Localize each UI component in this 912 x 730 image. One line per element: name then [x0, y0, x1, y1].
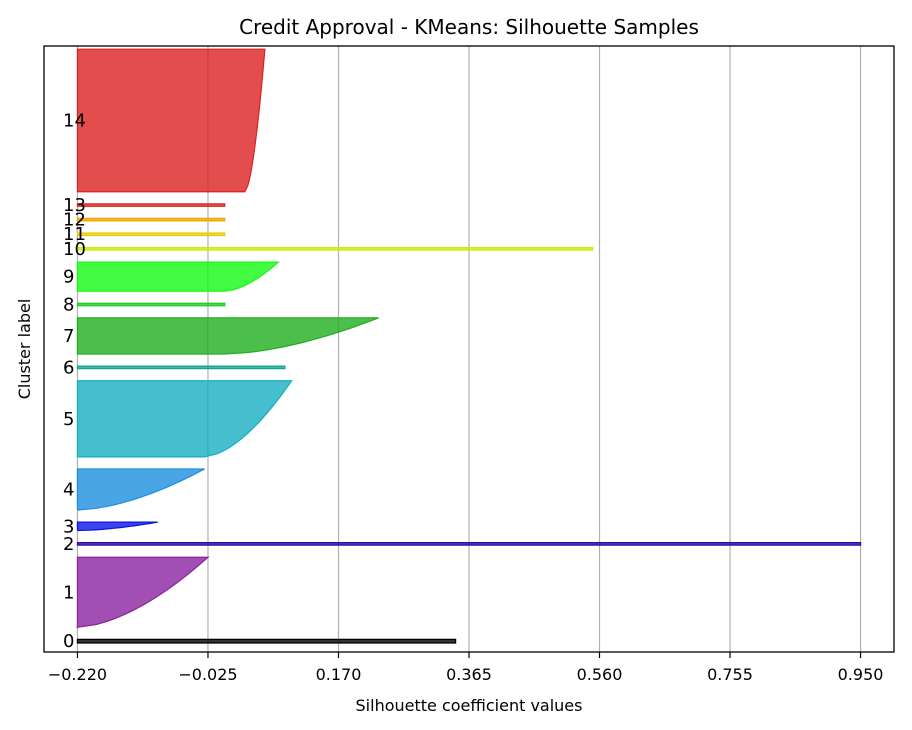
cluster-label-7: 7 — [63, 326, 74, 347]
cluster-14-silhouette — [76, 48, 266, 193]
cluster-3-silhouette — [76, 521, 158, 532]
cluster-10-silhouette — [76, 246, 594, 251]
x-tick-label: 0.560 — [577, 665, 623, 684]
y-axis-label: Cluster label — [15, 299, 34, 400]
cluster-6-silhouette — [76, 365, 286, 370]
cluster-label-3: 3 — [63, 516, 74, 537]
cluster-label-6: 6 — [63, 357, 74, 378]
x-tick-label: −0.025 — [178, 665, 237, 684]
cluster-label-5: 5 — [63, 409, 74, 430]
cluster-label-13: 13 — [63, 195, 86, 216]
cluster-5-silhouette — [76, 380, 293, 458]
cluster-label-10: 10 — [63, 239, 86, 260]
chart-title: Credit Approval - KMeans: Silhouette Sam… — [239, 15, 699, 39]
x-axis-ticks: −0.220 −0.025 0.170 0.365 0.560 0.755 0.950 — [48, 652, 884, 684]
x-tick-label: 0.755 — [707, 665, 753, 684]
cluster-9-silhouette — [76, 261, 280, 292]
cluster-label-2: 2 — [63, 534, 74, 555]
cluster-11-silhouette — [76, 232, 226, 237]
cluster-12-silhouette — [76, 217, 226, 222]
cluster-label-14: 14 — [63, 110, 86, 131]
cluster-8-silhouette — [76, 302, 226, 307]
x-tick-label: −0.220 — [48, 665, 107, 684]
cluster-label-9: 9 — [63, 267, 74, 288]
x-axis-label: Silhouette coefficient values — [356, 696, 583, 715]
cluster-label-1: 1 — [63, 582, 74, 603]
cluster-2-silhouette — [76, 542, 862, 546]
cluster-label-4: 4 — [63, 479, 74, 500]
cluster-0-silhouette — [76, 638, 457, 644]
silhouette-clusters — [75, 48, 862, 644]
cluster-1-silhouette — [75, 556, 210, 629]
cluster-7-silhouette — [76, 317, 379, 355]
cluster-label-0: 0 — [63, 631, 74, 652]
cluster-label-11: 11 — [63, 224, 86, 245]
x-tick-label: 0.950 — [838, 665, 884, 684]
cluster-label-12: 12 — [63, 210, 86, 231]
cluster-13-silhouette — [76, 203, 226, 207]
x-tick-label: 0.170 — [316, 665, 362, 684]
cluster-label-8: 8 — [63, 294, 74, 315]
x-tick-label: 0.365 — [446, 665, 492, 684]
cluster-4-silhouette — [76, 468, 205, 511]
